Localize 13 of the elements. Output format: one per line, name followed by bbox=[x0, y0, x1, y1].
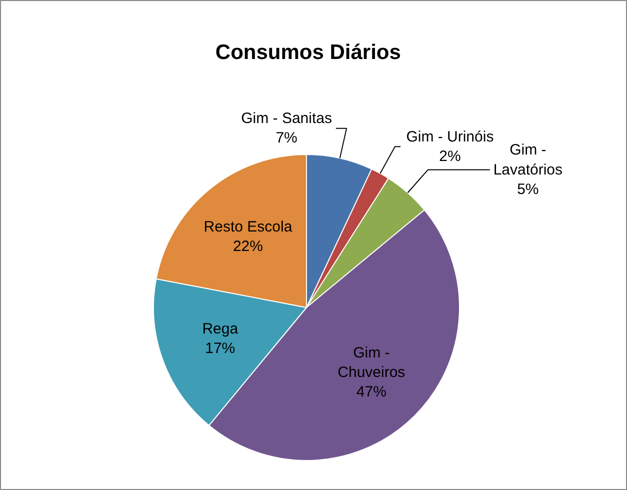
data-label: 5% bbox=[517, 180, 539, 198]
slice-label: Gim - Urinóis bbox=[406, 128, 494, 146]
data-label: 7% bbox=[276, 130, 298, 147]
slice-label: Rega bbox=[202, 320, 239, 338]
slice-label: Gim - Lavatórios bbox=[493, 142, 563, 178]
data-label: 2% bbox=[439, 148, 461, 165]
data-label: 22% bbox=[232, 238, 264, 256]
chart-title: Consumos Diários bbox=[215, 41, 401, 64]
slice-label: Resto Escola bbox=[204, 218, 293, 236]
slice-label: Gim - Sanitas bbox=[241, 110, 332, 128]
slice-label: Gim - Chuveiros bbox=[338, 344, 406, 381]
data-label: 47% bbox=[356, 383, 386, 400]
data-label: 17% bbox=[205, 340, 236, 357]
